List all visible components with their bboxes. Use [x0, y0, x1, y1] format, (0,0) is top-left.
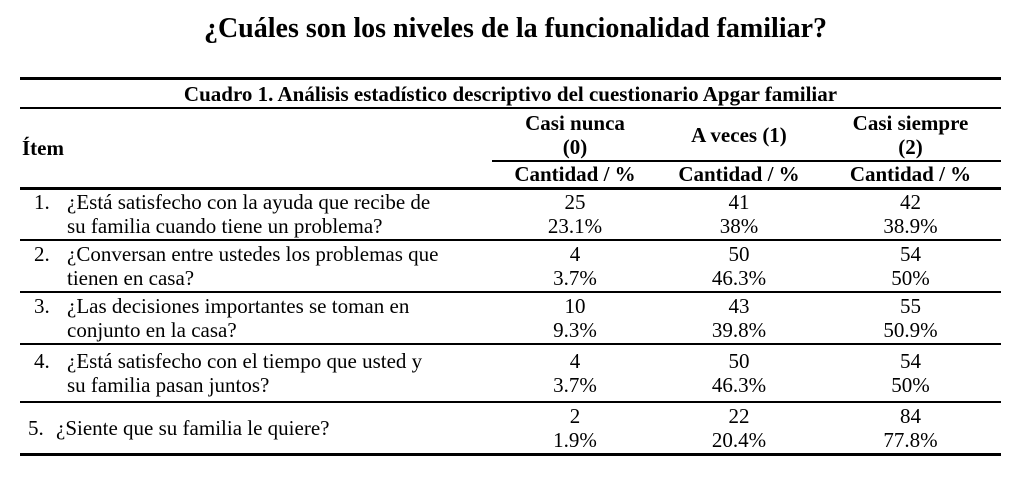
page-title: ¿Cuáles son los niveles de la funcionali… [203, 13, 828, 44]
percent-value: 1.9% [553, 427, 597, 452]
item-question: ¿Está satisfecho con la ayuda que recibe… [67, 190, 430, 238]
count-value: 25 [564, 190, 586, 215]
table-row: 2. ¿Conversan entre ustedes los problema… [20, 240, 1001, 293]
item-question: ¿Las decisiones importantes se toman en … [67, 294, 409, 342]
count-value: 55 [900, 294, 921, 318]
count-value: 50 [728, 242, 750, 266]
item-question-cell: 4. ¿Está satisfecho con el tiempo que us… [20, 344, 492, 403]
count-value: 41 [728, 190, 750, 215]
table-row: 5. ¿Siente que su familia le quiere? 2 1… [20, 402, 1001, 456]
item-question-cell: 2. ¿Conversan entre ustedes los problema… [20, 240, 492, 293]
column-header-a-veces: A veces (1) [658, 109, 820, 162]
count-value: 54 [900, 242, 921, 266]
item-number: 1. [34, 190, 50, 215]
value-cell: 84 77.8% [820, 402, 1001, 456]
count-value: 54 [900, 349, 921, 373]
percent-value: 38% [719, 214, 759, 239]
percent-value: 50% [891, 373, 930, 397]
column-header-casi-siempre: Casi siempre (2) [820, 109, 1001, 162]
question-line: ¿Está satisfecho con el tiempo que usted… [67, 349, 423, 373]
percent-value: 50.9% [883, 318, 938, 342]
question-line: conjunto en la casa? [67, 318, 237, 342]
percent-value: 39.8% [711, 318, 767, 342]
value-cell: 50 46.3% [658, 240, 820, 293]
item-question: ¿Conversan entre ustedes los problemas q… [67, 242, 438, 290]
percent-value: 77.8% [883, 427, 938, 452]
group-scale: (0) [562, 134, 588, 159]
value-cell: 22 20.4% [658, 402, 820, 456]
item-question-cell: 5. ¿Siente que su familia le quiere? [20, 402, 492, 456]
value-cell: 43 39.8% [658, 292, 820, 345]
table-caption: Cuadro 1. Análisis estadístico descripti… [20, 80, 1001, 109]
value-cell: 25 23.1% [492, 188, 658, 241]
group-label: Casi siempre [852, 110, 969, 135]
question-line: ¿Conversan entre ustedes los problemas q… [67, 242, 439, 266]
group-header-row: Ítem Casi nunca (0) A veces (1) Casi sie… [20, 109, 1001, 190]
question-line: tienen en casa? [67, 266, 195, 290]
value-cell: 10 9.3% [492, 292, 658, 345]
value-cell: 42 38.9% [820, 188, 1001, 241]
subheader-cantidad-2: Cantidad / % [658, 161, 820, 190]
item-question-cell: 1. ¿Está satisfecho con la ayuda que rec… [20, 188, 492, 241]
count-value: 22 [728, 403, 750, 428]
percent-value: 3.7% [553, 266, 597, 290]
value-cell: 4 3.7% [492, 344, 658, 403]
percent-value: 20.4% [711, 427, 767, 452]
group-label: Casi nunca [525, 110, 625, 135]
count-value: 2 [569, 403, 581, 428]
value-cell: 4 3.7% [492, 240, 658, 293]
value-cell: 41 38% [658, 188, 820, 241]
count-value: 50 [728, 349, 750, 373]
percent-value: 46.3% [711, 266, 767, 290]
apgar-table: Ítem Casi nunca (0) A veces (1) Casi sie… [20, 109, 1001, 456]
count-value: 42 [900, 190, 921, 215]
table-row: 4. ¿Está satisfecho con el tiempo que us… [20, 344, 1001, 403]
question-line: ¿Siente que su familia le quiere? [56, 415, 330, 440]
question-line: su familia pasan juntos? [67, 373, 270, 397]
percent-value: 46.3% [711, 373, 767, 397]
question-line: ¿Está satisfecho con la ayuda que recibe… [67, 190, 431, 215]
count-value: 43 [728, 294, 750, 318]
column-header-item: Ítem [20, 109, 492, 190]
value-cell: 2 1.9% [492, 402, 658, 456]
percent-value: 50% [891, 266, 930, 290]
group-label: A veces (1) [691, 122, 787, 147]
subheader-cantidad-1: Cantidad / % [492, 161, 658, 190]
subheader-row: Cantidad / % Cantidad / % Cantidad / % [20, 161, 1001, 190]
item-number: 5. [28, 415, 44, 440]
column-header-casi-nunca: Casi nunca (0) [492, 109, 658, 162]
value-cell: 54 50% [820, 344, 1001, 403]
item-number: 3. [34, 294, 50, 318]
value-cell: 54 50% [820, 240, 1001, 293]
table-body: 1. ¿Está satisfecho con la ayuda que rec… [20, 188, 1001, 456]
apgar-table-block: Cuadro 1. Análisis estadístico descripti… [20, 77, 1001, 456]
item-number: 2. [34, 242, 50, 266]
table-row: 1. ¿Está satisfecho con la ayuda que rec… [20, 188, 1001, 241]
count-value: 84 [900, 403, 921, 428]
percent-value: 38.9% [883, 214, 938, 239]
table-header: Ítem Casi nunca (0) A veces (1) Casi sie… [20, 109, 1001, 190]
item-question: ¿Siente que su familia le quiere? [56, 416, 329, 440]
percent-value: 23.1% [547, 214, 603, 239]
value-cell: 50 46.3% [658, 344, 820, 403]
item-question-cell: 3. ¿Las decisiones importantes se toman … [20, 292, 492, 345]
question-line: ¿Las decisiones importantes se toman en [67, 294, 410, 318]
count-value: 10 [564, 294, 586, 318]
item-question: ¿Está satisfecho con el tiempo que usted… [67, 349, 422, 397]
item-number: 4. [34, 349, 50, 373]
percent-value: 3.7% [553, 373, 597, 397]
percent-value: 9.3% [553, 318, 597, 342]
table-row: 3. ¿Las decisiones importantes se toman … [20, 292, 1001, 345]
subheader-cantidad-3: Cantidad / % [820, 161, 1001, 190]
value-cell: 55 50.9% [820, 292, 1001, 345]
count-value: 4 [569, 349, 581, 373]
group-scale: (2) [898, 134, 923, 159]
count-value: 4 [569, 242, 581, 266]
question-line: su familia cuando tiene un problema? [67, 214, 383, 239]
